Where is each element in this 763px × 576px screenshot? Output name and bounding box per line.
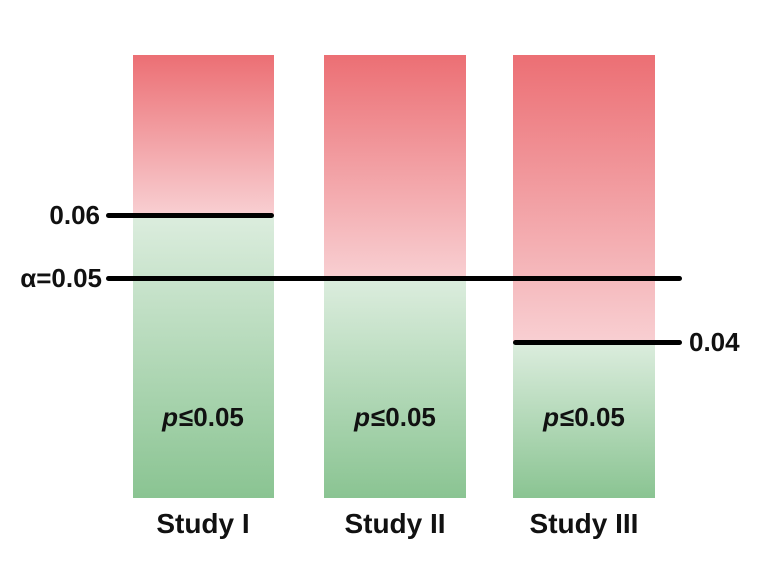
p-symbol: p (543, 402, 560, 432)
threshold-label-study-1: 0.06 (49, 200, 100, 230)
bar-annotation-study-1: p≤0.05 (162, 404, 244, 430)
bar-study-3 (513, 55, 655, 498)
p-annotation-value: ≤0.05 (560, 402, 625, 432)
category-label-study-3: Study III (529, 508, 639, 539)
bar-study-2-nonsignificant-region (324, 55, 466, 278)
alpha-reference-label: α=0.05 (20, 263, 102, 293)
p-symbol: p (162, 402, 179, 432)
threshold-line-study-3 (513, 340, 682, 345)
threshold-label-study-3: 0.04 (689, 327, 740, 357)
bar-study-1-nonsignificant-region (133, 55, 274, 215)
bar-study-1-significant-region (133, 215, 274, 498)
bar-annotation-study-2: p≤0.05 (354, 404, 436, 430)
category-label-study-2: Study II (344, 508, 446, 539)
p-annotation-value: ≤0.05 (179, 402, 244, 432)
bar-study-3-significant-region (513, 342, 655, 498)
p-annotation-value: ≤0.05 (371, 402, 436, 432)
p-symbol: p (354, 402, 371, 432)
bar-study-3-nonsignificant-region (513, 55, 655, 342)
bar-study-1 (133, 55, 274, 498)
alpha-reference-line (106, 276, 682, 281)
bar-study-2 (324, 55, 466, 498)
bar-study-2-significant-region (324, 278, 466, 498)
bar-annotation-study-3: p≤0.05 (543, 404, 625, 430)
category-label-study-1: Study I (156, 508, 250, 539)
threshold-line-study-1 (106, 213, 274, 218)
